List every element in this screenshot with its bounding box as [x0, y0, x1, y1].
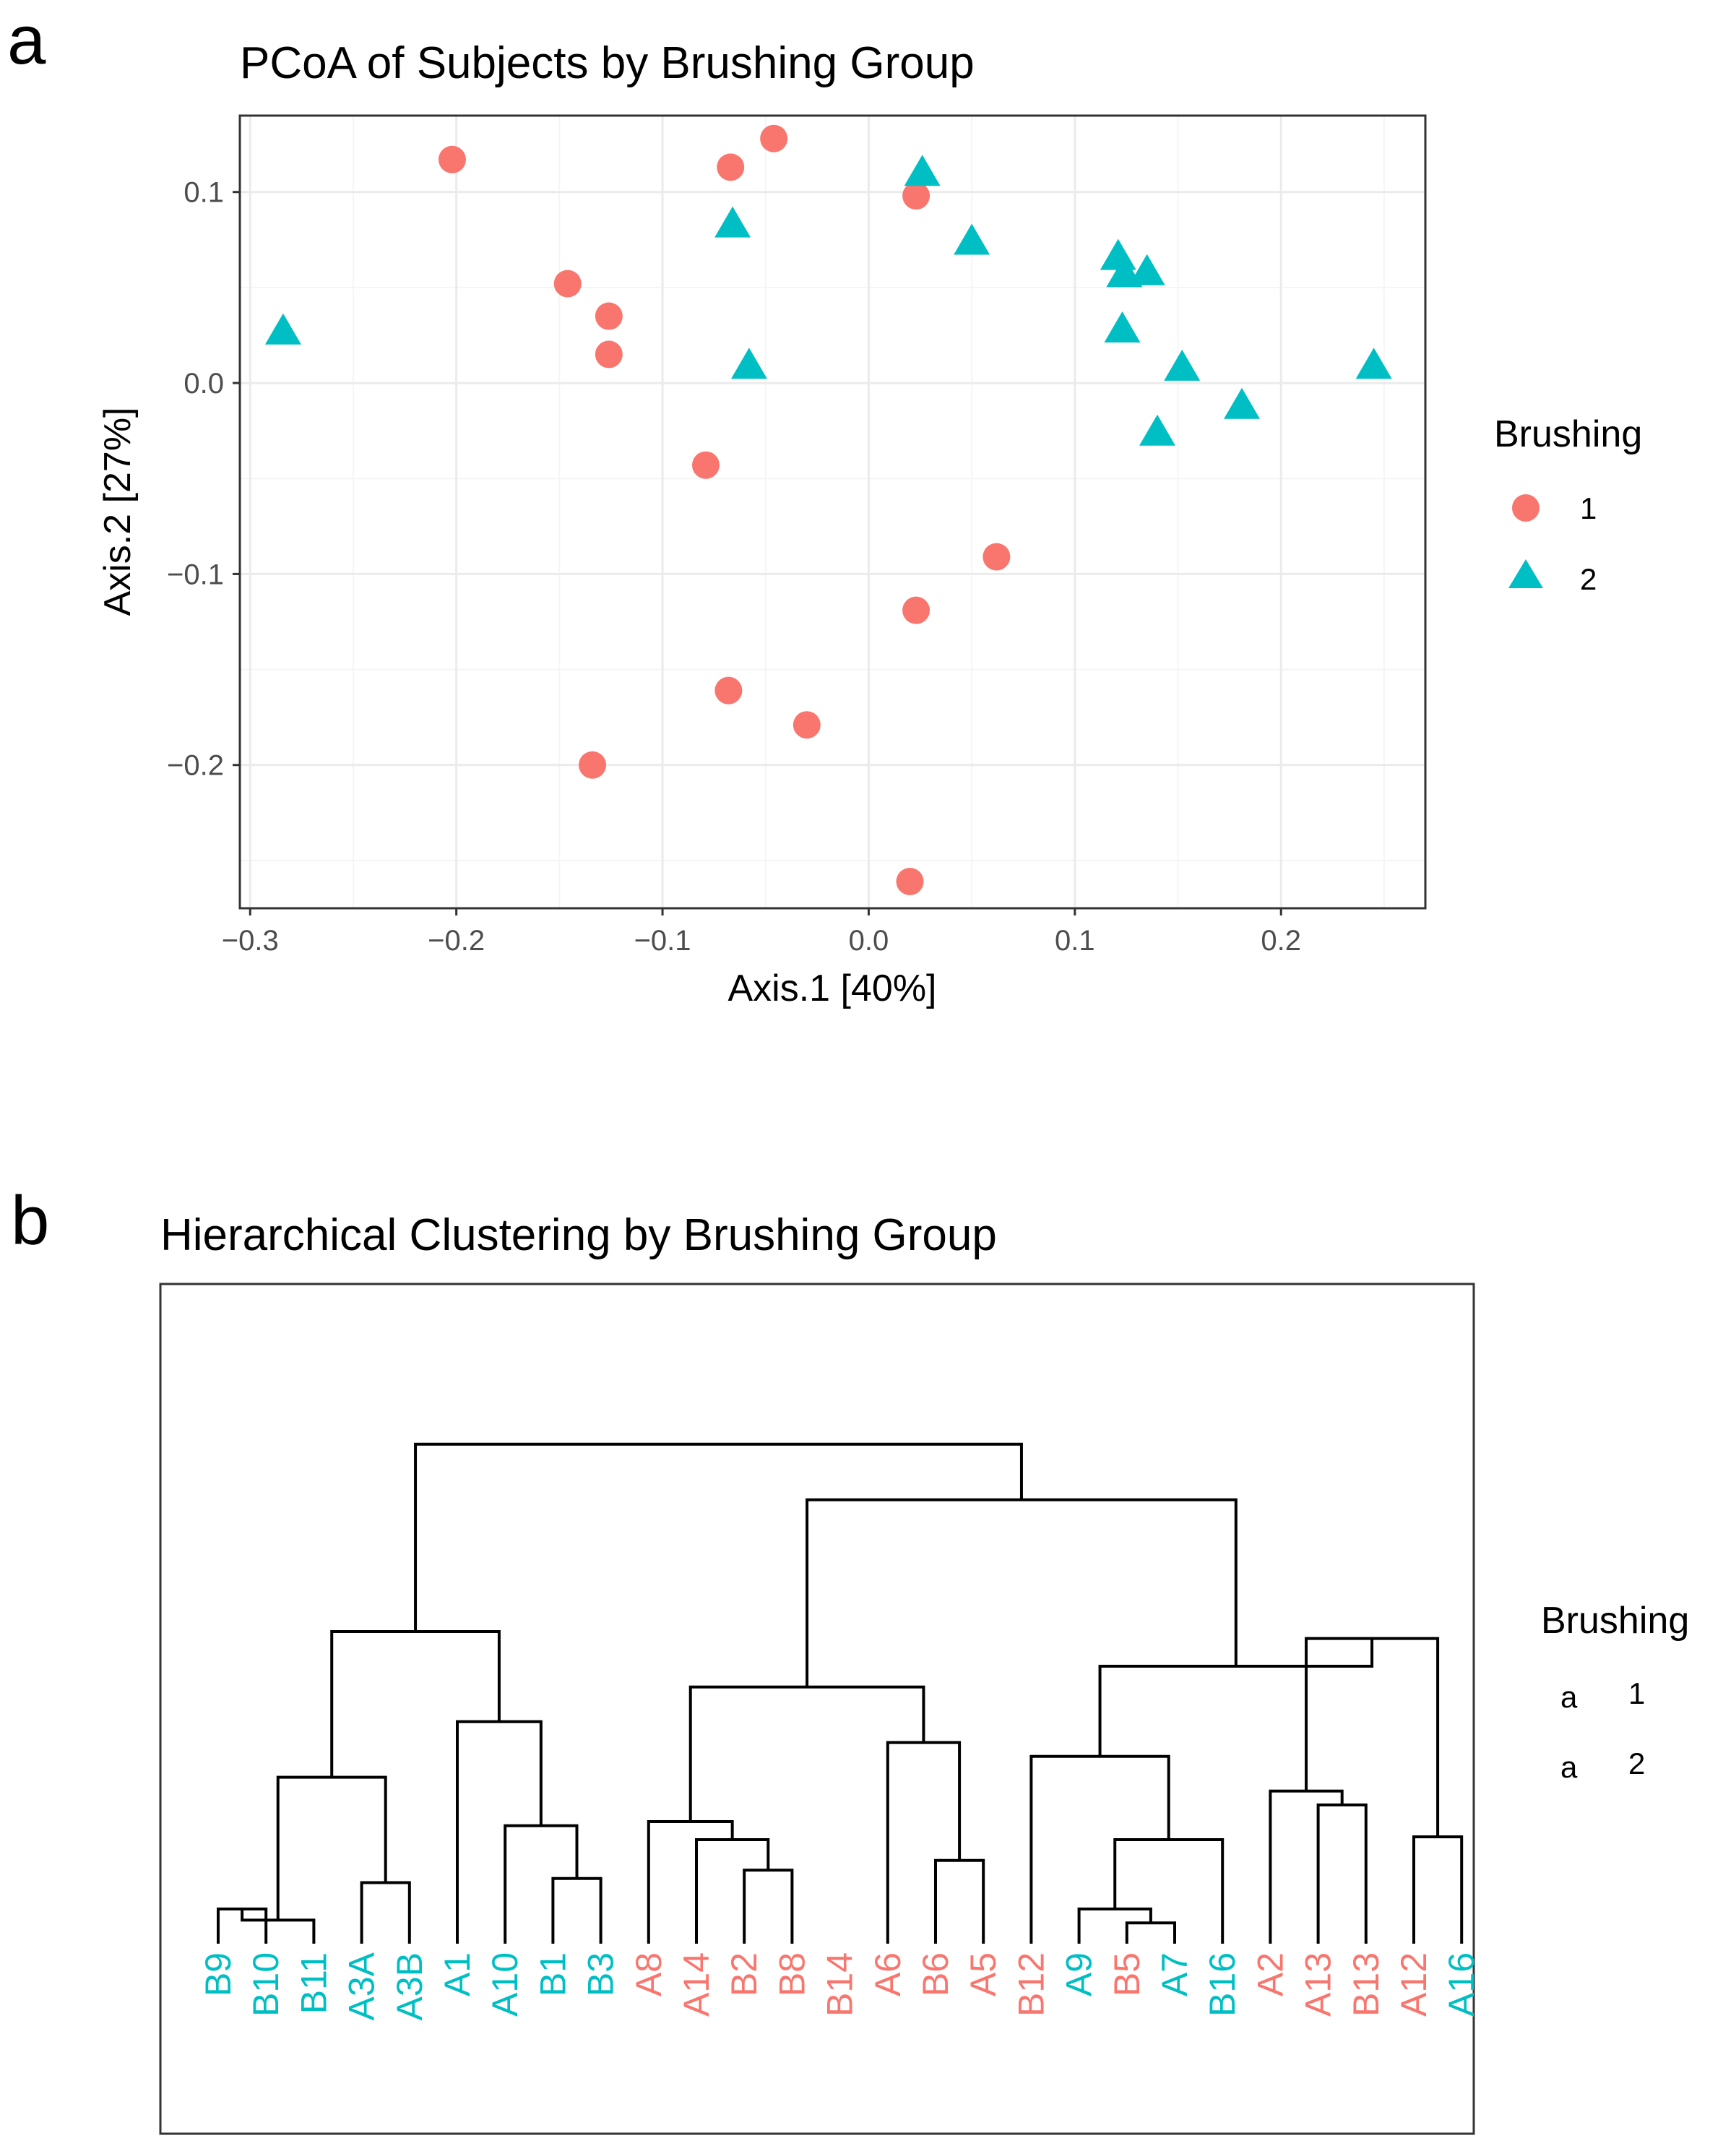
scatter-point-group-1 [902, 596, 930, 624]
leaf-label-A3A: A3A [342, 1952, 382, 2020]
y-tick-label: 0.1 [183, 177, 224, 209]
dendrogram-legend-label-1: 1 [1628, 1676, 1645, 1710]
scatter-point-group-2 [1104, 311, 1141, 343]
leaf-label-A16: A16 [1441, 1952, 1482, 2017]
leaf-label-B1: B1 [532, 1952, 573, 1996]
pcoa-plot-border [238, 114, 1427, 910]
pcoa-legend-label-1: 1 [1580, 491, 1597, 525]
dendrogram-leaf-labels: B9 B10 B11 A3A A3B A1 A10 B1 B3 A8 A14 B2 B8 B14 A6 B6 A… [198, 1952, 1482, 2020]
pcoa-y-axis-title: Axis.2 [27%] [97, 407, 139, 616]
leaf-label-B10: B10 [246, 1952, 286, 2017]
leaf-label-A5: A5 [963, 1952, 1003, 1996]
dendrogram-branch-24 [414, 1442, 1023, 1632]
panel-a: a PCoA of Subjects by Brushing Group −0.… [7, 1, 1642, 1009]
dendrogram-panel-border [159, 1283, 1475, 2135]
scatter-point-group-2 [1139, 414, 1175, 446]
pcoa-legend-title: Brushing [1494, 413, 1642, 455]
legend-circle-marker [1512, 494, 1539, 522]
scatter-point-group-2 [1128, 254, 1165, 285]
legend-triangle-marker [1508, 559, 1543, 588]
scatter-point-group-1 [717, 153, 745, 181]
scatter-point-group-1 [793, 711, 821, 739]
leaf-label-B12: B12 [1011, 1952, 1051, 2017]
pcoa-x-axis-title: Axis.1 [40%] [727, 968, 936, 1009]
scatter-point-group-1 [714, 676, 743, 704]
pcoa-y-axis: 0.1 0.0 −0.1 −0.2 [167, 177, 240, 782]
scatter-point-group-2 [1164, 349, 1201, 381]
scatter-point-group-1 [691, 451, 720, 479]
pcoa-title: PCoA of Subjects by Brushing Group [240, 38, 975, 88]
scatter-point-group-2 [1224, 387, 1261, 419]
panel-b: b Hierarchical Clustering by Brushing Gr… [11, 1182, 1689, 2135]
leaf-label-B16: B16 [1202, 1952, 1243, 2017]
scatter-point-group-1 [983, 543, 1011, 571]
dendrogram-legend-key-1: a [1560, 1680, 1578, 1714]
dendrogram-branches [217, 1442, 1464, 1944]
x-tick-label: 0.2 [1261, 925, 1301, 957]
leaf-label-A10: A10 [485, 1952, 525, 2017]
x-tick-label: −0.3 [222, 925, 279, 957]
scatter-point-group-1 [896, 867, 924, 895]
scatter-point-group-1 [595, 302, 623, 330]
x-tick-label: 0.1 [1055, 925, 1095, 957]
leaf-label-B13: B13 [1346, 1952, 1386, 2017]
panel-letter-b: b [11, 1182, 49, 1259]
y-tick-label: −0.2 [167, 750, 224, 782]
scatter-point-group-1 [553, 270, 582, 298]
leaf-label-A2: A2 [1250, 1952, 1290, 1996]
dendrogram-legend-key-2: a [1560, 1750, 1578, 1784]
x-tick-label: −0.2 [428, 925, 485, 957]
leaf-label-A7: A7 [1154, 1952, 1195, 1996]
pcoa-points [264, 124, 1392, 895]
dendrogram-title: Hierarchical Clustering by Brushing Grou… [160, 1210, 997, 1260]
scatter-point-group-2 [264, 313, 301, 345]
pcoa-legend-label-2: 2 [1580, 562, 1597, 596]
scatter-point-group-2 [714, 206, 751, 238]
scatter-point-group-1 [579, 751, 607, 779]
scatter-point-group-1 [438, 145, 466, 173]
pcoa-x-axis: −0.3 −0.2 −0.1 0.0 0.1 0.2 [222, 908, 1301, 957]
leaf-label-B9: B9 [198, 1952, 238, 1996]
y-tick-label: −0.1 [167, 559, 224, 590]
leaf-label-A13: A13 [1298, 1952, 1339, 2017]
y-tick-label: 0.0 [183, 368, 224, 400]
x-tick-label: 0.0 [849, 925, 889, 957]
leaf-label-A12: A12 [1394, 1952, 1434, 2017]
pcoa-gridlines [240, 116, 1425, 908]
leaf-label-A6: A6 [868, 1952, 908, 1996]
leaf-label-A1: A1 [437, 1952, 478, 1996]
dendrogram-legend-label-2: 2 [1628, 1746, 1645, 1780]
scatter-point-group-2 [730, 348, 767, 379]
leaf-label-A9: A9 [1059, 1952, 1100, 1996]
pcoa-plot-area [238, 114, 1427, 910]
leaf-label-A8: A8 [629, 1952, 669, 1996]
scatter-point-group-1 [595, 340, 623, 369]
leaf-label-B11: B11 [293, 1952, 334, 2014]
pcoa-legend: Brushing 1 2 [1494, 413, 1642, 596]
dendrogram-legend-title: Brushing [1541, 1600, 1689, 1642]
leaf-label-A14: A14 [676, 1952, 717, 2017]
leaf-label-B3: B3 [581, 1952, 621, 1996]
leaf-label-B2: B2 [724, 1952, 764, 1996]
scatter-point-group-2 [1355, 348, 1392, 379]
scatter-point-group-1 [760, 124, 788, 152]
scatter-point-group-2 [904, 155, 941, 186]
leaf-label-B8: B8 [772, 1952, 812, 1996]
leaf-label-B5: B5 [1107, 1952, 1147, 1996]
x-tick-label: −0.1 [634, 925, 691, 957]
dendrogram-legend: Brushing a 1 a 2 [1541, 1600, 1689, 1784]
scatter-point-group-2 [954, 223, 990, 255]
scatter-point-group-1 [902, 182, 930, 210]
leaf-label-B14: B14 [820, 1952, 860, 2017]
panel-letter-a: a [7, 1, 46, 79]
leaf-label-B6: B6 [915, 1952, 956, 1996]
leaf-label-A3B: A3B [389, 1952, 430, 2021]
